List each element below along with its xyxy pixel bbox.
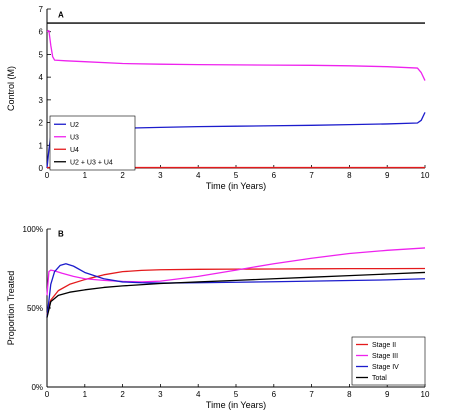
x-tick-label: 2 (120, 171, 125, 180)
panel-a-chart: 0 1 2 3 4 5 6 7 8 9 10 0 1 2 3 4 5 6 7 Time (in Years) Contr… (6, 5, 430, 191)
x-tick-label: 2 (120, 390, 125, 399)
x-tick-label: 4 (196, 171, 201, 180)
legend: Stage II Stage III Stage IV Total (351, 336, 426, 386)
x-axis-title: Time (in Years) (206, 181, 266, 191)
series-line-stage-ii (46, 267, 426, 315)
y-tick-label: 6 (39, 28, 44, 37)
series-line-stage-iii (46, 247, 426, 296)
y-tick-label: 5 (39, 50, 44, 59)
y-tick-label: 7 (39, 5, 44, 14)
x-tick-label: 3 (158, 390, 163, 399)
panel-b-chart: 0 1 2 3 4 5 6 7 8 9 100%50%100%Time (in Years)Prop… (6, 225, 430, 410)
legend-label: Stage II (372, 342, 396, 349)
y-tick-label: 1 (39, 141, 44, 150)
panel-label: A (58, 11, 64, 20)
legend-label: U3 (70, 134, 79, 141)
y-tick-label: 2 (39, 119, 44, 128)
x-tick-label: 0 (45, 171, 50, 180)
y-tick-label: 0% (31, 383, 43, 392)
x-tick-label: 1 (83, 171, 88, 180)
series-line-total (46, 271, 426, 318)
x-tick-label: 5 (234, 171, 239, 180)
y-axis-title: Control (M) (6, 66, 16, 111)
x-tick-label: 8 (347, 390, 352, 399)
legend-label: U4 (70, 147, 79, 154)
legend-label: Stage III (372, 353, 398, 360)
x-tick-label: 10 (421, 171, 430, 180)
series-line-u3 (46, 29, 426, 81)
x-tick-label: 10 (421, 390, 430, 399)
x-axis-title: Time (in Years) (206, 400, 266, 410)
legend: U2 U3 U4 U2 + U3 + U4 (49, 115, 136, 171)
x-tick-label: 9 (385, 171, 390, 180)
legend-label: U2 (70, 122, 79, 129)
x-tick-label: 6 (272, 390, 277, 399)
legend-label: U2 + U3 + U4 (70, 159, 113, 166)
legend-box (49, 115, 136, 171)
x-tick-label: 6 (272, 171, 277, 180)
y-tick-label: 4 (39, 73, 44, 82)
x-tick-label: 7 (309, 390, 314, 399)
legend-label: Total (372, 375, 387, 382)
x-tick-label: 3 (158, 171, 163, 180)
x-tick-label: 8 (347, 171, 352, 180)
panel-label: B (58, 230, 64, 239)
y-tick-label: 50% (27, 304, 43, 313)
x-tick-label: 0 (45, 390, 50, 399)
y-tick-label: 0 (39, 164, 44, 173)
x-tick-label: 1 (83, 390, 88, 399)
x-tick-label: 5 (234, 390, 239, 399)
y-axis-title: Proportion Treated (6, 271, 16, 346)
legend-label: Stage IV (372, 364, 399, 371)
x-tick-label: 4 (196, 390, 201, 399)
x-tick-label: 7 (309, 171, 314, 180)
y-tick-label: 3 (39, 96, 44, 105)
series-line-stage-iv (46, 263, 426, 318)
x-tick-label: 9 (385, 390, 390, 399)
y-tick-label: 100% (23, 225, 43, 234)
